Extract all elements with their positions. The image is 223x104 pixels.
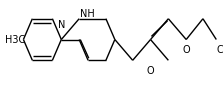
Text: H3C: H3C — [5, 35, 25, 45]
Text: NH: NH — [80, 9, 94, 19]
Text: N: N — [58, 20, 65, 30]
Text: CH3: CH3 — [216, 45, 223, 55]
Text: O: O — [182, 45, 190, 55]
Text: O: O — [147, 66, 154, 76]
